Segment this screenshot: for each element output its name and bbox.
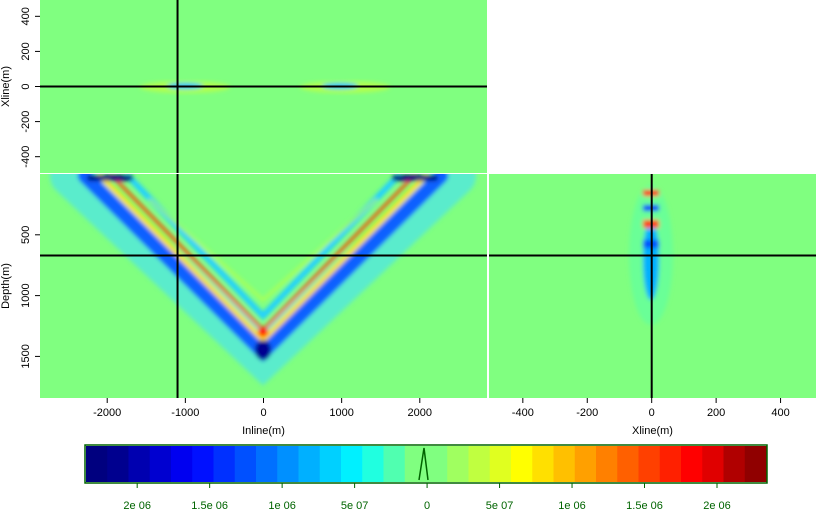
colorbar-swatch — [553, 446, 576, 482]
y-tick-label: 1500 — [20, 344, 32, 368]
x-tick-label: 2000 — [408, 407, 432, 419]
colorbar: 2e 06 1.5e 06 1e 06 5e 07 0 5e 07 1e 06 1.5e 06… — [86, 446, 767, 511]
colorbar-swatch — [426, 446, 448, 482]
colorbar-swatch — [192, 446, 214, 482]
colorbar-frame — [84, 444, 768, 484]
x-axis-label: Inline(m) — [242, 425, 285, 437]
colorbar-tick-label: 1e 06 — [558, 500, 586, 511]
colorbar-swatch — [319, 446, 342, 482]
x-tick-label: 400 — [771, 407, 789, 419]
y-tick-label: 400 — [20, 7, 32, 25]
colorbar-swatch — [596, 446, 618, 482]
y-tick-label: -400 — [20, 146, 32, 168]
colorbar-swatch — [681, 446, 703, 482]
colorbar-swatch — [341, 446, 363, 482]
colorbar-swatch — [489, 446, 512, 482]
colorbar-swatch — [234, 446, 257, 482]
colorbar-swatch — [638, 446, 661, 482]
colorbar-swatch — [659, 446, 682, 482]
colorbar-tick-label: 0 — [424, 500, 430, 511]
y-tick-label: 1000 — [20, 283, 32, 307]
colorbar-swatch — [468, 446, 491, 482]
colorbar-tick-label: 5e 07 — [341, 500, 369, 511]
colorbar-swatch — [298, 446, 321, 482]
y-axis-label: Xline(m) — [0, 66, 12, 107]
colorbar-swatch — [256, 446, 278, 482]
colorbar-tick-label: 1.5e 06 — [626, 500, 663, 511]
colorbar-swatch — [532, 446, 554, 482]
colorbar-swatch — [213, 446, 236, 482]
x-tick-label: 200 — [707, 407, 725, 419]
colorbar-swatch — [723, 446, 746, 482]
colorbar-swatch — [744, 446, 767, 482]
colorbar-swatch — [86, 446, 108, 482]
colorbar-swatch — [149, 446, 172, 482]
colorbar-tick-label: 1e 06 — [268, 500, 296, 511]
colorbar-tick-label: 5e 07 — [486, 500, 514, 511]
colorbar-swatch — [702, 446, 724, 482]
colorbar-swatch — [362, 446, 384, 482]
x-tick-label: 1000 — [329, 407, 353, 419]
y-axis-label: Depth(m) — [0, 263, 12, 309]
colorbar-tick-label: 2e 06 — [123, 500, 151, 511]
colorbar-swatch — [617, 446, 639, 482]
y-tick-label: 200 — [20, 42, 32, 60]
colorbar-swatch — [574, 446, 597, 482]
x-tick-label: -1000 — [171, 407, 199, 419]
colorbar-peak — [418, 447, 429, 481]
colorbar-swatch — [107, 446, 129, 482]
x-tick-label: -2000 — [93, 407, 121, 419]
y-tick-label: -200 — [20, 111, 32, 133]
colorbar-swatch — [447, 446, 469, 482]
colorbar-swatch — [277, 446, 299, 482]
colorbar-swatch — [404, 446, 427, 482]
x-tick-label: -400 — [512, 407, 534, 419]
colorbar-tick-label: 2e 06 — [703, 500, 731, 511]
colorbar-tick-label: 1.5e 06 — [191, 500, 228, 511]
x-axis-label: Xline(m) — [632, 425, 673, 437]
colorbar-swatch — [128, 446, 151, 482]
colorbar-swatch — [383, 446, 406, 482]
x-tick-label: 0 — [649, 407, 655, 419]
colorbar-swatch — [511, 446, 533, 482]
y-tick-label: 0 — [20, 83, 32, 89]
x-tick-label: -200 — [576, 407, 598, 419]
x-tick-label: 0 — [260, 407, 266, 419]
wavefield — [50, 174, 476, 386]
y-tick-label: 500 — [20, 226, 32, 244]
colorbar-swatch — [171, 446, 193, 482]
